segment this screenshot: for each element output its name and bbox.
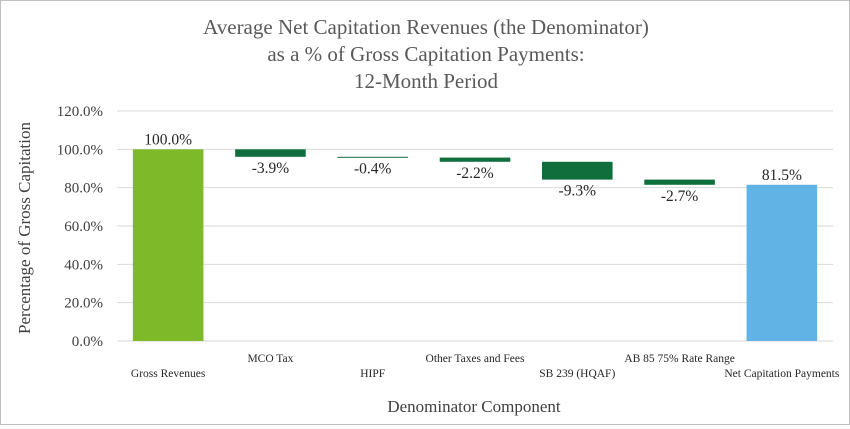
- bar-5: [644, 179, 715, 185]
- x-axis-title: Denominator Component: [387, 397, 561, 416]
- x-category-label: MCO Tax: [247, 353, 293, 365]
- data-label: -2.7%: [661, 188, 699, 205]
- y-axis-title: Percentage of Gross Capitation: [15, 122, 34, 334]
- chart-title-line-1: Average Net Capitation Revenues (the Den…: [203, 15, 649, 39]
- data-label: -3.9%: [252, 160, 290, 177]
- data-label: 100.0%: [144, 131, 192, 148]
- bars: [132, 149, 818, 341]
- y-tick-label: 60.0%: [64, 219, 103, 235]
- bar-1: [235, 149, 306, 157]
- x-category-label: Gross Revenues: [131, 368, 206, 380]
- x-category-label: HIPF: [360, 368, 385, 380]
- y-tick-label: 40.0%: [64, 257, 103, 273]
- data-label: -0.4%: [354, 161, 392, 178]
- data-labels: 100.0% -3.9% -0.4% -2.2% -9.3% -2.7% 81.5%: [144, 131, 802, 204]
- chart-title-line-3: 12-Month Period: [354, 69, 499, 93]
- bar-2: [337, 156, 409, 158]
- y-tick-label: 20.0%: [64, 296, 103, 312]
- x-category-label: AB 85 75% Rate Range: [624, 353, 735, 365]
- data-label: -2.2%: [456, 165, 494, 182]
- gridlines: [117, 110, 833, 342]
- x-axis-categories: Gross Revenues MCO Tax HIPF Other Taxes and…: [131, 353, 840, 380]
- chart-title: Average Net Capitation Revenues (the Den…: [203, 15, 649, 93]
- x-category-label: Other Taxes and Fees: [426, 353, 525, 365]
- y-tick-label: 80.0%: [64, 181, 103, 197]
- bar-4: [541, 161, 613, 180]
- chart-title-line-2: as a % of Gross Capitation Payments:: [267, 42, 584, 66]
- data-label: 81.5%: [762, 167, 802, 184]
- y-tick-label: 120.0%: [57, 104, 103, 120]
- bar-3: [439, 157, 511, 162]
- x-category-label: SB 239 (HQAF): [539, 368, 615, 380]
- data-label: -9.3%: [559, 183, 597, 200]
- y-tick-label: 100.0%: [57, 142, 103, 158]
- y-tick-label: 0.0%: [72, 334, 103, 350]
- y-axis-ticks: 0.0% 20.0% 40.0% 60.0% 80.0% 100.0% 120.0%: [57, 104, 103, 350]
- bar-6: [746, 184, 818, 341]
- x-category-label: Net Capitation Payments: [724, 368, 840, 380]
- bar-0: [132, 149, 204, 341]
